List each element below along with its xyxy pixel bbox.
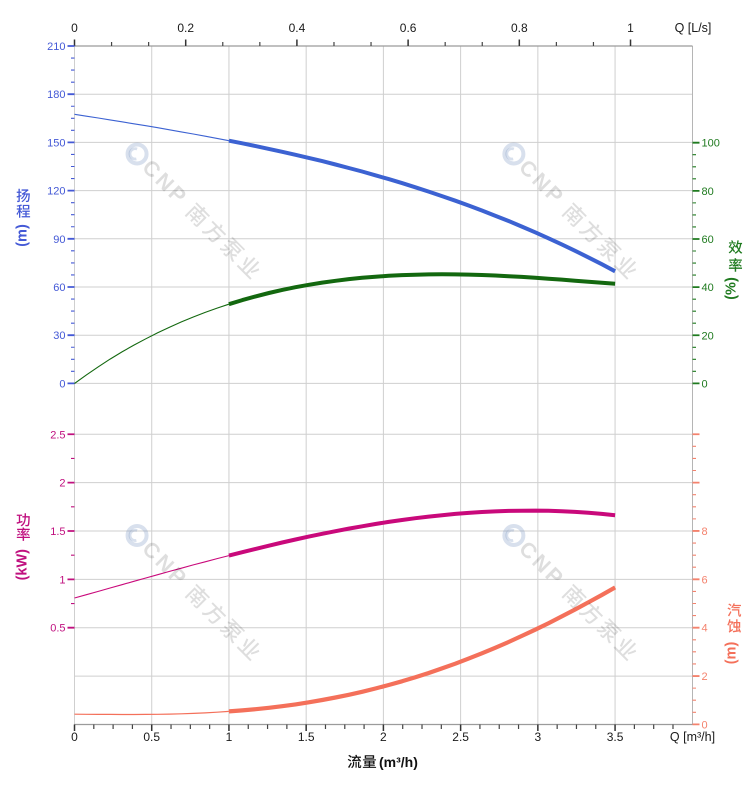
svg-text:0.2: 0.2 [177, 21, 194, 35]
svg-text:30: 30 [53, 330, 65, 342]
svg-text:120: 120 [47, 186, 65, 198]
svg-text:0: 0 [702, 719, 708, 731]
svg-text:90: 90 [53, 234, 65, 246]
svg-text:1: 1 [226, 730, 233, 744]
svg-text:100: 100 [702, 138, 720, 150]
svg-text:0.5: 0.5 [50, 623, 65, 635]
svg-text:8: 8 [702, 526, 708, 538]
svg-text:1: 1 [59, 574, 65, 586]
svg-text:0: 0 [71, 21, 78, 35]
svg-text:2.5: 2.5 [50, 429, 65, 441]
svg-text:(kW): (kW) [14, 549, 30, 581]
svg-text:3: 3 [535, 730, 542, 744]
svg-text:20: 20 [702, 330, 714, 342]
svg-text:0: 0 [71, 730, 78, 744]
svg-text:0: 0 [59, 378, 65, 390]
svg-text:(m³/h): (m³/h) [379, 754, 418, 770]
svg-text:1.5: 1.5 [50, 526, 65, 538]
svg-text:6: 6 [702, 574, 708, 586]
svg-text:60: 60 [702, 234, 714, 246]
svg-text:0.5: 0.5 [143, 730, 160, 744]
svg-text:2.5: 2.5 [452, 730, 469, 744]
svg-text:1: 1 [627, 21, 634, 35]
svg-text:1.5: 1.5 [298, 730, 315, 744]
svg-text:180: 180 [47, 89, 65, 101]
svg-text:Q [L/s]: Q [L/s] [675, 21, 712, 35]
svg-text:Q [m³/h]: Q [m³/h] [670, 730, 715, 744]
svg-text:3.5: 3.5 [607, 730, 624, 744]
svg-text:2: 2 [702, 671, 708, 683]
svg-text:2: 2 [380, 730, 387, 744]
svg-text:2: 2 [59, 478, 65, 490]
svg-text:(m): (m) [15, 224, 31, 247]
svg-text:80: 80 [702, 186, 714, 198]
svg-text:60: 60 [53, 282, 65, 294]
svg-text:0.6: 0.6 [400, 21, 417, 35]
svg-text:0.8: 0.8 [511, 21, 528, 35]
svg-text:150: 150 [47, 137, 65, 149]
svg-text:0: 0 [702, 378, 708, 390]
svg-text:40: 40 [702, 282, 714, 294]
svg-text:4: 4 [702, 623, 708, 635]
svg-text:210: 210 [47, 41, 65, 53]
svg-text:(m): (m) [724, 642, 740, 665]
svg-text:(%): (%) [724, 277, 740, 300]
svg-text:0.4: 0.4 [289, 21, 306, 35]
